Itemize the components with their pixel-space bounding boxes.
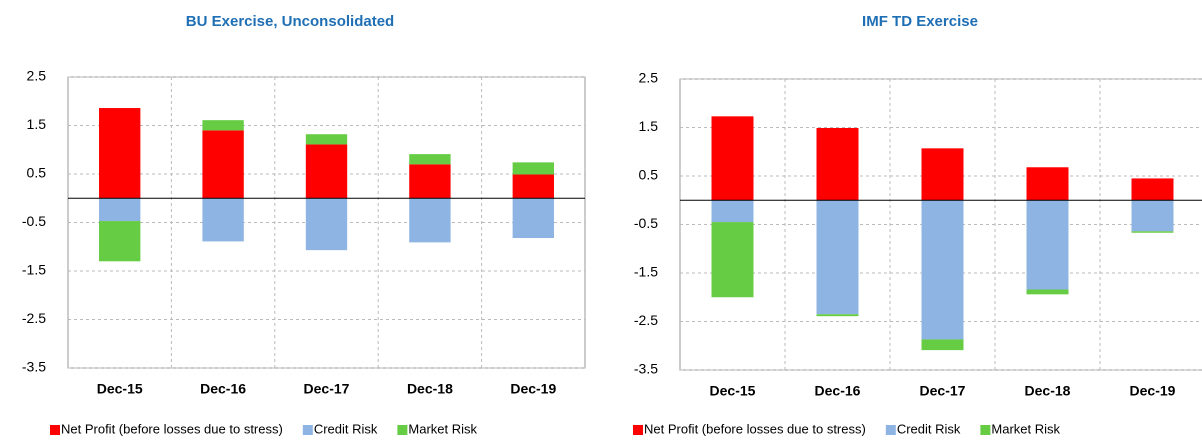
bar-segment [816, 314, 859, 317]
legend-swatch [397, 425, 408, 435]
x-tick-label: Dec-19 [1130, 383, 1176, 399]
bar-segment [305, 134, 348, 145]
bar-segment [1131, 178, 1174, 201]
bar-segment [921, 148, 964, 201]
bar-segment [409, 154, 451, 165]
x-tick-label: Dec-17 [304, 381, 350, 397]
y-tick-label: -1.5 [22, 262, 46, 278]
x-tick-label: Dec-16 [200, 381, 246, 397]
bar-segment [921, 200, 964, 340]
bar-segment [1131, 200, 1174, 232]
x-tick-label: Dec-15 [710, 383, 756, 399]
bar-segment [99, 198, 141, 222]
y-tick-label: 0.5 [27, 165, 47, 181]
y-tick-label: -1.5 [634, 264, 658, 280]
bar-segment [816, 200, 859, 315]
bar-segment [512, 162, 554, 175]
legend-swatch [980, 425, 991, 435]
legend-label: Credit Risk [314, 421, 378, 436]
x-tick-label: Dec-19 [510, 381, 556, 397]
bar-segment [305, 198, 348, 251]
bar-segment [202, 130, 244, 199]
bar-segment [711, 200, 754, 223]
bar-segment [1131, 231, 1174, 233]
bar-segment [305, 144, 348, 199]
legend-label: Net Profit (before losses due to stress) [61, 421, 283, 436]
y-tick-label: -2.5 [22, 310, 46, 326]
legend-swatch [633, 425, 643, 435]
bar-segment [816, 127, 859, 201]
y-tick-label: 1.5 [639, 118, 659, 134]
chart-title: BU Exercise, Unconsolidated [186, 13, 394, 30]
bar-segment [512, 174, 554, 199]
chart-title: IMF TD Exercise [862, 13, 978, 30]
legend-label: Market Risk [408, 421, 477, 436]
bar-segment [202, 198, 244, 242]
bar-segment [1026, 167, 1069, 201]
y-tick-label: -2.5 [634, 312, 658, 328]
x-tick-label: Dec-18 [407, 381, 453, 397]
y-tick-label: -3.5 [22, 359, 46, 375]
bar-segment [711, 222, 754, 298]
legend-swatch [885, 425, 896, 435]
legend-swatch [302, 425, 313, 435]
x-tick-label: Dec-18 [1025, 383, 1071, 399]
y-tick-label: 1.5 [27, 116, 47, 132]
legend-label: Market Risk [991, 421, 1060, 436]
y-tick-label: 2.5 [27, 68, 47, 84]
bar-segment [512, 198, 554, 239]
bar-segment [711, 116, 754, 201]
bar-segment [409, 164, 451, 199]
legend-label: Credit Risk [897, 421, 961, 436]
bar-segment [409, 198, 451, 243]
y-tick-label: 2.5 [639, 70, 659, 86]
x-tick-label: Dec-17 [920, 383, 966, 399]
legend-label: Net Profit (before losses due to stress) [644, 421, 866, 436]
bar-segment [1026, 289, 1069, 295]
x-tick-label: Dec-15 [97, 381, 143, 397]
bar-segment [99, 108, 141, 199]
bar-segment [1026, 200, 1069, 290]
y-tick-label: -0.5 [22, 213, 46, 229]
x-tick-label: Dec-16 [815, 383, 861, 399]
y-tick-label: -3.5 [634, 361, 658, 377]
y-tick-label: -0.5 [634, 215, 658, 231]
bar-segment [202, 120, 244, 131]
y-tick-label: 0.5 [639, 167, 659, 183]
bar-segment [921, 339, 964, 351]
bar-segment [99, 221, 141, 262]
legend-swatch [50, 425, 60, 435]
